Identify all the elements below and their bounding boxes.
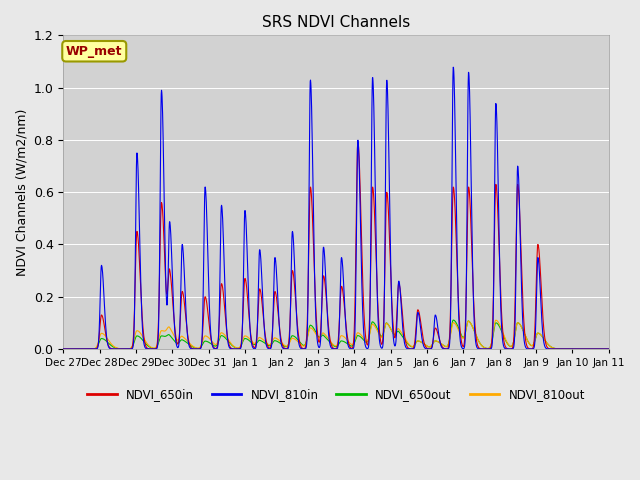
- Legend: NDVI_650in, NDVI_810in, NDVI_650out, NDVI_810out: NDVI_650in, NDVI_810in, NDVI_650out, NDV…: [83, 384, 589, 406]
- Y-axis label: NDVI Channels (W/m2/nm): NDVI Channels (W/m2/nm): [15, 108, 28, 276]
- Text: WP_met: WP_met: [66, 45, 122, 58]
- Title: SRS NDVI Channels: SRS NDVI Channels: [262, 15, 410, 30]
